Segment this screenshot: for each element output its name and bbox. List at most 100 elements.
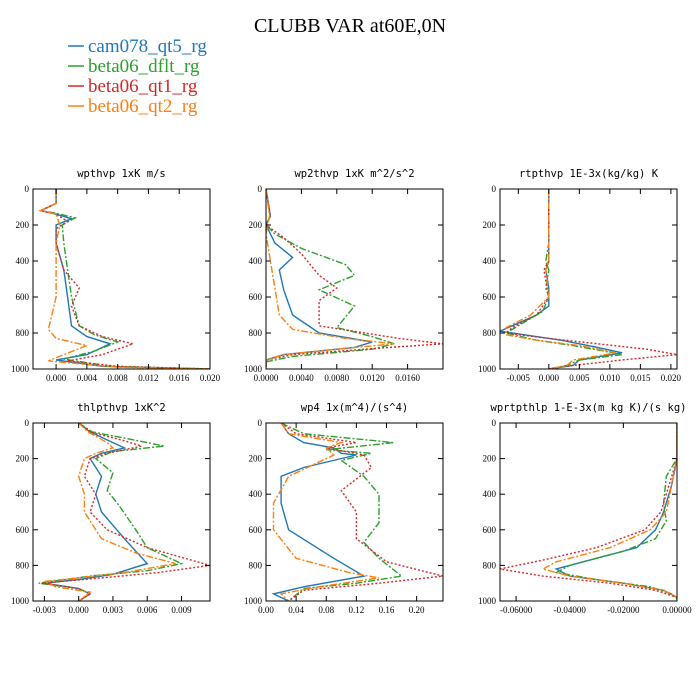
y-tick-label: 200 xyxy=(249,454,263,464)
x-tick-label: 0.015 xyxy=(630,373,651,383)
panel-title: wprtpthlp 1-E-3x(m kg K)/(s kg) xyxy=(491,402,687,414)
x-tick-label: 0.08 xyxy=(318,605,334,615)
y-tick-label: 400 xyxy=(16,256,30,266)
series-line-beta06_qt1_rg xyxy=(41,423,210,601)
y-tick-label: 600 xyxy=(483,525,497,535)
series-line-beta06_qt1_rg xyxy=(500,423,677,599)
y-tick-label: 200 xyxy=(249,220,263,230)
plot-frame xyxy=(499,188,678,370)
x-tick-label: 0.04 xyxy=(288,605,304,615)
panel-title: wp4 1x(m^4)/(s^4) xyxy=(301,402,408,414)
y-tick-label: 0 xyxy=(25,418,30,428)
plot-frame xyxy=(32,422,211,602)
x-tick-label: 0.004 xyxy=(77,373,98,383)
x-tick-label: 0.009 xyxy=(171,605,192,615)
x-tick-label: 0.020 xyxy=(661,373,682,383)
x-tick-label: 0.000 xyxy=(46,373,67,383)
x-tick-label: 0.20 xyxy=(409,605,425,615)
legend-label-beta06_qt1_rg: beta06_qt1_rg xyxy=(88,76,198,97)
y-tick-label: 800 xyxy=(249,328,263,338)
x-tick-label: 0.00000 xyxy=(662,605,692,615)
legend-label-beta06_qt2_rg: beta06_qt2_rg xyxy=(88,96,198,117)
y-tick-label: 400 xyxy=(249,489,263,499)
series-line-beta06_qt2_rg xyxy=(38,189,210,369)
series-line-beta06_dflt_rg xyxy=(38,189,210,369)
y-tick-label: 600 xyxy=(16,292,30,302)
x-tick-label: 0.006 xyxy=(137,605,158,615)
x-tick-label: 0.020 xyxy=(200,373,221,383)
y-tick-label: 1000 xyxy=(478,364,497,374)
x-tick-label: -0.005 xyxy=(507,373,531,383)
y-tick-label: 1000 xyxy=(244,596,263,606)
y-tick-label: 400 xyxy=(16,489,30,499)
figure-title: CLUBB VAR at60E,0N xyxy=(254,15,446,37)
y-tick-label: 0 xyxy=(258,418,263,428)
y-tick-label: 0 xyxy=(258,184,263,194)
x-tick-label: 0.008 xyxy=(108,373,129,383)
panel-4: thlpthvp 1xK^2 0 200 400 600 800 1000-0.003 0.0… xyxy=(11,402,211,615)
y-tick-label: 800 xyxy=(16,328,30,338)
panel-title: thlpthvp 1xK^2 xyxy=(77,402,166,414)
y-tick-label: 1000 xyxy=(478,596,497,606)
x-tick-label: 0.0080 xyxy=(324,373,349,383)
x-tick-label: 0.12 xyxy=(349,605,365,615)
x-tick-label: -0.02000 xyxy=(607,605,640,615)
x-tick-label: 0.012 xyxy=(138,373,158,383)
legend: cam078_qt5_rgbeta06_dflt_rgbeta06_qt1_rg… xyxy=(68,36,207,117)
panel-title: rtpthvp 1E-3x(kg/kg) K xyxy=(519,168,659,180)
y-tick-label: 600 xyxy=(249,292,263,302)
y-tick-label: 800 xyxy=(249,560,263,570)
y-tick-label: 600 xyxy=(483,292,497,302)
x-tick-label: 0.00 xyxy=(258,605,274,615)
panel-2: wp2thvp 1xK m^2/s^2020040060080010000.00… xyxy=(244,168,444,383)
series-line-cam078_qt5_rg xyxy=(554,423,677,599)
y-tick-label: 800 xyxy=(16,560,30,570)
x-tick-label: -0.06000 xyxy=(500,605,533,615)
y-tick-label: 800 xyxy=(483,328,497,338)
legend-label-beta06_dflt_rg: beta06_dflt_rg xyxy=(88,56,200,77)
panel-title: wp2thvp 1xK m^2/s^2 xyxy=(294,168,414,180)
series-line-cam078_qt5_rg xyxy=(271,423,366,601)
plot-frame xyxy=(499,422,678,602)
x-tick-label: 0.0160 xyxy=(395,373,420,383)
y-tick-label: 1000 xyxy=(11,596,30,606)
y-tick-label: 200 xyxy=(483,454,497,464)
x-tick-label: 0.0000 xyxy=(254,373,279,383)
series-line-beta06_qt2_rg xyxy=(505,189,617,369)
y-tick-label: 0 xyxy=(25,184,30,194)
x-tick-label: 0.0120 xyxy=(360,373,385,383)
series-line-beta06_qt1_rg xyxy=(504,189,677,369)
y-tick-label: 400 xyxy=(249,256,263,266)
x-tick-label: 0.005 xyxy=(569,373,590,383)
panel-title: wpthvp 1xK m/s xyxy=(77,168,166,180)
y-tick-label: 400 xyxy=(483,256,497,266)
series-line-beta06_qt2_rg xyxy=(266,189,395,368)
series-line-beta06_qt2_rg xyxy=(272,423,380,601)
series-line-cam078_qt5_rg xyxy=(500,189,623,369)
y-tick-label: 200 xyxy=(16,220,30,230)
y-tick-label: 200 xyxy=(483,220,497,230)
y-tick-label: 200 xyxy=(16,454,30,464)
x-tick-label: 0.000 xyxy=(539,373,560,383)
series-line-beta06_dflt_rg xyxy=(280,423,404,601)
series-line-beta06_qt1_rg xyxy=(280,423,443,601)
y-tick-label: 0 xyxy=(492,418,497,428)
plot-frame xyxy=(265,422,444,602)
x-tick-label: 0.003 xyxy=(103,605,124,615)
y-tick-label: 800 xyxy=(483,560,497,570)
panel-1: wpthvp 1xK m/s 0 200 400 600 800 1000 0.000 0.00… xyxy=(11,168,221,383)
series-line-beta06_qt2_rg xyxy=(541,423,677,599)
y-tick-label: 600 xyxy=(249,525,263,535)
x-tick-label: 0.16 xyxy=(379,605,395,615)
y-tick-label: 0 xyxy=(492,184,497,194)
y-tick-label: 1000 xyxy=(244,364,263,374)
plot-frame xyxy=(265,188,444,370)
legend-label-cam078_qt5_rg: cam078_qt5_rg xyxy=(88,36,207,57)
panel-3: rtpthvp 1E-3x(kg/kg) K 0 200 400 600 800 1000-… xyxy=(478,168,682,383)
plot-frame xyxy=(32,188,211,370)
series-line-beta06_qt2_rg xyxy=(41,423,176,601)
x-tick-label: 0.0040 xyxy=(289,373,314,383)
x-tick-label: -0.003 xyxy=(33,605,57,615)
y-tick-label: 400 xyxy=(483,489,497,499)
